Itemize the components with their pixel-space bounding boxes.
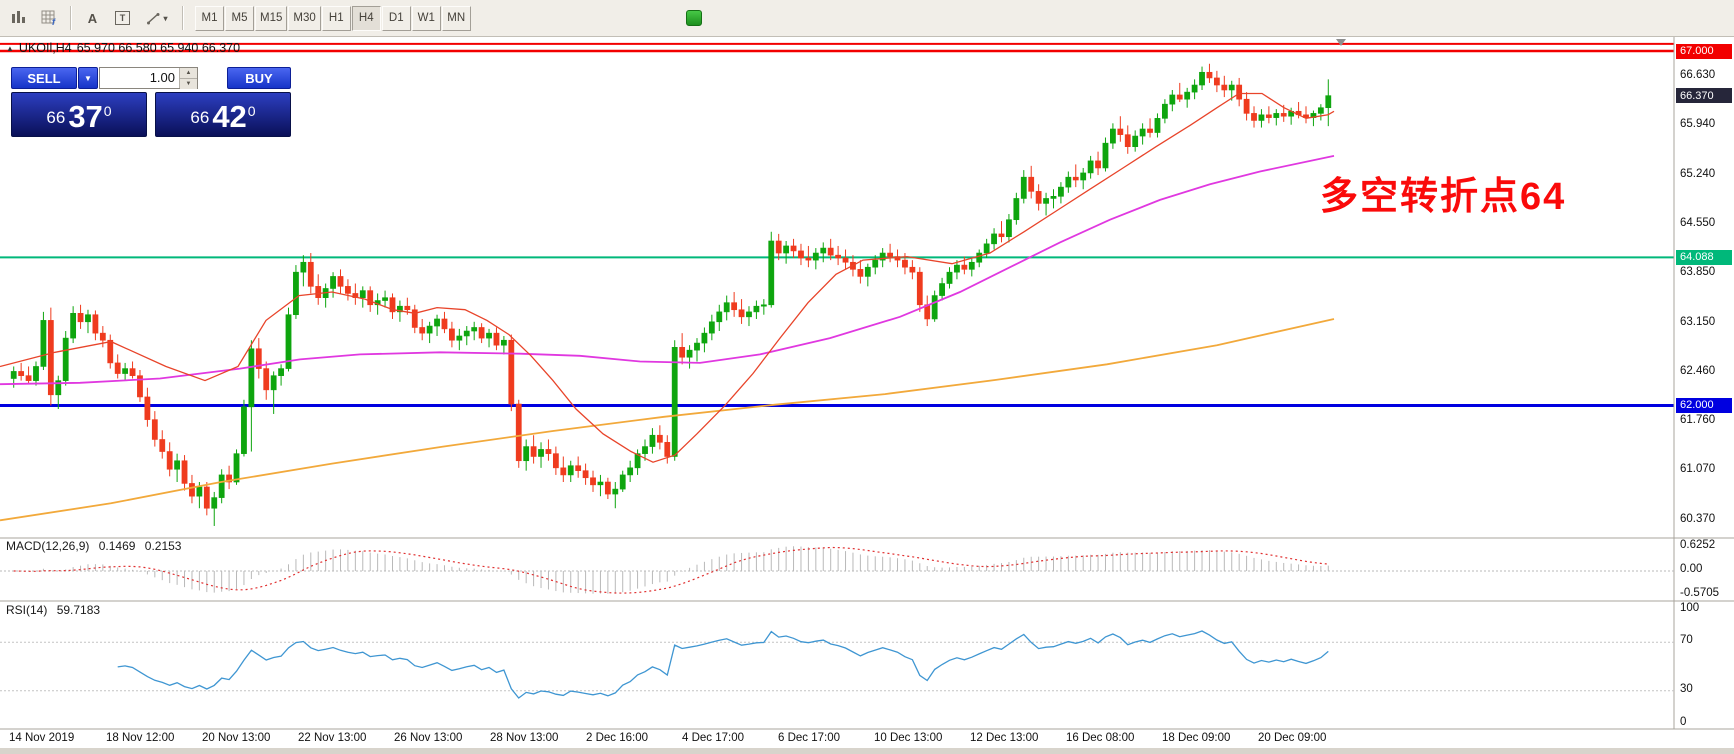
timeframe-button-m1[interactable]: M1: [195, 5, 224, 31]
sell-price-whole: 66: [46, 108, 66, 127]
price-tick: 65.240: [1680, 167, 1716, 180]
trade-options-caret[interactable]: ▼: [78, 67, 98, 89]
price-tick: 63.850: [1680, 266, 1716, 279]
price-tick: 65.940: [1680, 118, 1716, 131]
price-badge: 64.088: [1676, 249, 1732, 265]
indicators-icon[interactable]: f: [36, 5, 63, 31]
chart-annotation[interactable]: 多空转折点64: [1320, 176, 1567, 218]
volume-value[interactable]: 1.00: [149, 70, 175, 85]
time-label: 18 Nov 12:00: [106, 732, 175, 744]
svg-text:f: f: [52, 17, 56, 26]
macd-signal-value: 0.2153: [144, 539, 182, 553]
price-badge: 62.000: [1676, 397, 1732, 413]
timeframe-button-m5[interactable]: M5: [225, 5, 254, 31]
buy-button[interactable]: BUY: [227, 67, 291, 89]
time-label: 4 Dec 17:00: [682, 732, 745, 744]
rsi-name: RSI(14): [6, 603, 48, 617]
volume-input[interactable]: 1.00 ▲ ▼: [99, 67, 198, 89]
rsi-axis-tick: 100: [1680, 602, 1700, 614]
macd-name: MACD(12,26,9): [6, 539, 90, 553]
volume-spinner: ▲ ▼: [179, 68, 197, 89]
chevron-down-icon: ▾: [163, 13, 168, 23]
volume-down-button[interactable]: ▼: [180, 79, 197, 89]
timeframe-button-w1[interactable]: W1: [411, 5, 441, 31]
chart-type-icon[interactable]: [6, 5, 33, 31]
timeframe-button-mn[interactable]: MN: [441, 5, 471, 31]
sell-price-display[interactable]: 66 37 0: [11, 92, 147, 137]
time-label: 20 Nov 13:00: [202, 732, 271, 744]
rsi-axis-tick: 70: [1680, 634, 1693, 647]
buy-price-fraction: 0: [247, 103, 256, 119]
buy-price-whole: 66: [190, 108, 210, 127]
time-label: 26 Nov 13:00: [394, 732, 463, 744]
rsi-label: RSI(14) 59.7183: [6, 603, 106, 617]
time-label: 6 Dec 17:00: [778, 732, 841, 744]
draw-tool-icon[interactable]: ▾: [139, 5, 175, 31]
rsi-axis-tick: 30: [1680, 682, 1693, 695]
algo-trading-icon[interactable]: [686, 10, 702, 26]
macd-main-value: 0.1469: [98, 539, 136, 553]
rsi-value: 59.7183: [56, 603, 101, 617]
macd-axis-tick: -0.5705: [1680, 586, 1720, 599]
buy-price-pips: 42: [212, 99, 247, 135]
sell-button[interactable]: SELL: [11, 67, 77, 89]
buy-price-display[interactable]: 66 42 0: [155, 92, 291, 137]
volume-up-button[interactable]: ▲: [180, 68, 197, 79]
price-tick: 61.070: [1680, 463, 1716, 476]
toolbar-separator: [70, 6, 72, 30]
timeframe-toolbar: M1 M5 M15 M30 H1 H4 D1 W1 MN: [195, 5, 472, 31]
time-label: 10 Dec 13:00: [874, 732, 943, 744]
chart-shift-marker[interactable]: [1336, 39, 1346, 46]
bar-chart-glyph: [12, 11, 25, 23]
time-label: 20 Dec 09:00: [1258, 732, 1327, 744]
one-click-trading-panel: SELL ▼ 1.00 ▲ ▼ BUY 66 37 0 66 42 0: [11, 67, 293, 138]
time-label: 14 Nov 2019: [9, 732, 75, 744]
price-tick: 64.550: [1680, 216, 1716, 229]
macd-axis-tick: 0.00: [1680, 563, 1703, 575]
time-label: 28 Nov 13:00: [490, 732, 559, 744]
price-badge: 67.000: [1676, 43, 1732, 59]
text-tool-icon[interactable]: A: [87, 10, 98, 26]
price-axis[interactable]: 67.000 66.630 66.370 65.940 65.240 64.550 64.0…: [1675, 37, 1734, 749]
timeframe-button-m15[interactable]: M15: [255, 5, 288, 31]
toolbar-separator: [182, 6, 184, 30]
price-tick: 63.150: [1680, 315, 1716, 328]
timeframe-button-h4[interactable]: H4: [351, 5, 381, 31]
chart-canvas[interactable]: [0, 37, 1734, 754]
macd-axis-tick: 0.6252: [1680, 539, 1716, 551]
main-toolbar: f A T ▾ M1 M5 M15 M30 H1 H4 D1 W1 MN: [0, 0, 1734, 37]
price-tick: 60.370: [1680, 513, 1716, 525]
trendline-glyph: [147, 12, 160, 24]
up-triangle-icon: ▲: [6, 43, 14, 53]
time-label: 2 Dec 16:00: [586, 732, 649, 744]
macd-label: MACD(12,26,9) 0.1469 0.2153: [6, 539, 187, 553]
time-label: 18 Dec 09:00: [1162, 732, 1231, 744]
price-tick: 61.760: [1680, 414, 1716, 427]
ohlc-values: 65.970 66.580 65.940 66.370: [76, 41, 241, 55]
chart-window[interactable]: ▲ UKOIl,H4 65.970 66.580 65.940 66.370 S…: [0, 37, 1734, 754]
timeframe-button-h1[interactable]: H1: [321, 5, 351, 31]
grid-f-glyph: f: [41, 10, 56, 26]
time-label: 22 Nov 13:00: [298, 732, 367, 744]
price-tick: 62.460: [1680, 364, 1716, 377]
chart-title: ▲ UKOIl,H4 65.970 66.580 65.940 66.370: [6, 41, 240, 55]
time-label: 12 Dec 13:00: [970, 732, 1039, 744]
time-axis[interactable]: 14 Nov 2019 18 Nov 12:00 20 Nov 13:00 22 No…: [0, 731, 1734, 748]
rsi-axis-tick: 0: [1680, 716, 1687, 728]
symbol-period: UKOIl,H4: [18, 41, 72, 55]
horizontal-scrollbar[interactable]: [0, 748, 1734, 754]
price-badge: 66.370: [1676, 88, 1732, 104]
time-label: 16 Dec 08:00: [1066, 732, 1135, 744]
timeframe-button-d1[interactable]: D1: [381, 5, 411, 31]
objects-tool-glyph: T: [115, 11, 130, 25]
objects-tool-icon[interactable]: T: [109, 5, 136, 31]
sell-price-pips: 37: [68, 99, 103, 135]
timeframe-button-m30[interactable]: M30: [288, 5, 321, 31]
price-tick: 66.630: [1680, 69, 1716, 82]
sell-price-fraction: 0: [103, 103, 112, 119]
